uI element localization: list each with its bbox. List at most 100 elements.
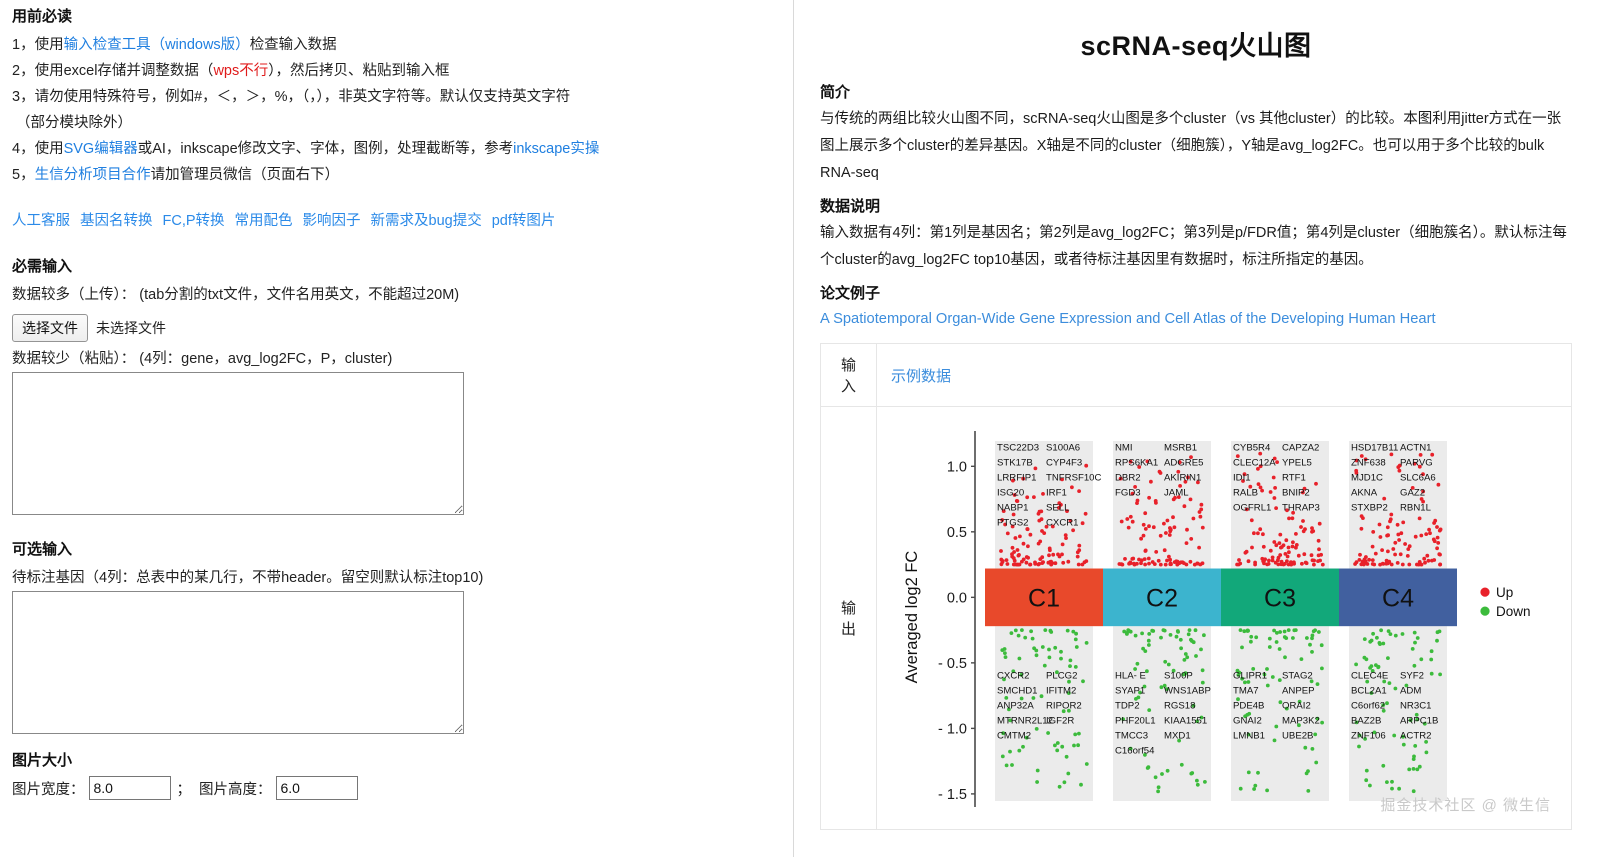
data-point-up [1246, 559, 1251, 564]
gene-label-down: PDE4B [1233, 701, 1264, 712]
data-point-up [1197, 545, 1201, 550]
data-point-up [1285, 559, 1289, 563]
data-point-down [1243, 680, 1247, 685]
notice-link[interactable]: 输入检查工具（windows版） [63, 37, 250, 53]
data-point-down [1235, 668, 1240, 673]
data-point-down [1265, 788, 1269, 793]
demo-data-link[interactable]: 示例数据 [891, 367, 952, 385]
data-point-down [1039, 694, 1044, 699]
data-point-up [1268, 548, 1273, 553]
data-point-up [1407, 544, 1412, 549]
data-point-down [1387, 681, 1392, 685]
quick-link[interactable]: FC,P转换 [162, 213, 225, 229]
data-point-down [1422, 721, 1427, 726]
data-point-down [1357, 744, 1361, 749]
data-point-down [1043, 628, 1048, 632]
quick-link[interactable]: 影响因子 [302, 213, 361, 229]
data-point-down [1414, 712, 1419, 717]
data-point-down [1084, 762, 1089, 766]
quick-link[interactable]: 人工客服 [12, 213, 70, 229]
data-point-up [1024, 560, 1029, 565]
gene-label-down: GLIPR1 [1233, 671, 1267, 682]
data-point-down [1415, 636, 1420, 640]
data-point-down [1411, 767, 1416, 771]
quick-link[interactable]: pdf转图片 [491, 213, 556, 229]
data-point-down [1319, 643, 1324, 648]
gene-label-down: LMNB1 [1233, 731, 1265, 742]
genes-to-label-textarea[interactable] [12, 591, 464, 734]
data-point-up [1011, 512, 1016, 517]
data-point-up [1395, 561, 1400, 565]
data-point-down [1061, 709, 1066, 714]
data-point-up [1192, 562, 1197, 567]
intro-text: 与传统的两组比较火山图不同，scRNA-seq火山图是多个cluster（vs … [820, 111, 1562, 181]
data-point-up [1237, 558, 1241, 562]
notice-text: 请勿使用特殊符号，例如#，＜，＞，%，（，），非英文字符等。默认仅支持英文字符 [34, 89, 571, 105]
data-point-up [1386, 549, 1390, 554]
image-width-input[interactable] [88, 776, 171, 800]
notice-link[interactable]: inkscape实操 [513, 141, 600, 157]
data-point-down [1252, 787, 1256, 791]
data-point-up [1317, 521, 1322, 526]
data-point-up [1359, 454, 1364, 458]
data-point-up [1267, 558, 1271, 563]
gene-label-down: S100P [1164, 671, 1193, 682]
choose-file-button[interactable]: 选择文件 [12, 314, 88, 342]
data-point-down [1392, 733, 1397, 738]
data-point-up [1262, 561, 1266, 566]
data-point-down [1046, 731, 1050, 735]
data-point-up [1070, 485, 1074, 490]
data-point-up [1274, 506, 1278, 510]
data-point-down [1161, 628, 1166, 632]
data-point-up [1389, 562, 1394, 567]
data-point-down [1002, 647, 1007, 651]
data-point-down [1317, 630, 1321, 634]
gene-label-down: TDP2 [1115, 701, 1140, 712]
gene-label-down: ACTR2 [1400, 731, 1431, 742]
data-point-down [1122, 629, 1127, 634]
image-height-input[interactable] [275, 776, 358, 800]
quick-link[interactable]: 新需求及bug提交 [370, 213, 482, 229]
data-point-down [1282, 629, 1287, 634]
data-point-up [1384, 558, 1389, 563]
gene-label-up: S100A6 [1046, 443, 1080, 454]
quick-link[interactable]: 基因名转换 [80, 213, 153, 229]
cluster-label-c2: C2 [1146, 584, 1178, 612]
notice-text: 使用excel存储并调整数据（ [34, 63, 214, 79]
gene-label-down: NR3C1 [1400, 701, 1431, 712]
data-point-up [1258, 527, 1263, 532]
data-point-up [1317, 547, 1321, 552]
data-point-down [1073, 665, 1078, 669]
data-point-up [1200, 525, 1205, 530]
data-point-up [1354, 458, 1359, 463]
data-point-up [1139, 558, 1144, 563]
gene-label-down: ANP32A [997, 701, 1034, 712]
gene-label-down: GNAI2 [1233, 716, 1262, 727]
data-point-down [1313, 732, 1318, 737]
data-point-up [1044, 524, 1049, 529]
data-point-up [1199, 507, 1204, 512]
data-point-down [1008, 749, 1012, 754]
notice-index: 2， [12, 63, 35, 79]
notice-link[interactable]: 生信分析项目合作 [34, 167, 151, 183]
notice-link[interactable]: SVG编辑器 [63, 141, 138, 157]
data-point-down [1182, 658, 1187, 662]
data-point-up [1020, 559, 1024, 564]
data-point-up [1435, 546, 1439, 551]
data-point-down [1147, 632, 1152, 636]
paper-example-link[interactable]: A Spatiotemporal Organ-Wide Gene Express… [820, 311, 1436, 327]
data-point-down [1019, 673, 1024, 677]
data-point-down [1066, 691, 1071, 695]
data-point-down [1363, 737, 1367, 741]
data-point-up [1167, 533, 1172, 537]
data-point-up [1123, 557, 1127, 561]
quick-link[interactable]: 常用配色 [234, 213, 293, 229]
gene-label-up: CXCR1 [1046, 518, 1079, 529]
data-point-up [1172, 525, 1177, 530]
data-paste-textarea[interactable] [12, 372, 464, 515]
data-point-down [1368, 783, 1372, 788]
data-point-up [1362, 557, 1367, 562]
data-point-down [1369, 664, 1374, 668]
data-point-down [1370, 669, 1375, 673]
data-point-up [1164, 531, 1168, 535]
